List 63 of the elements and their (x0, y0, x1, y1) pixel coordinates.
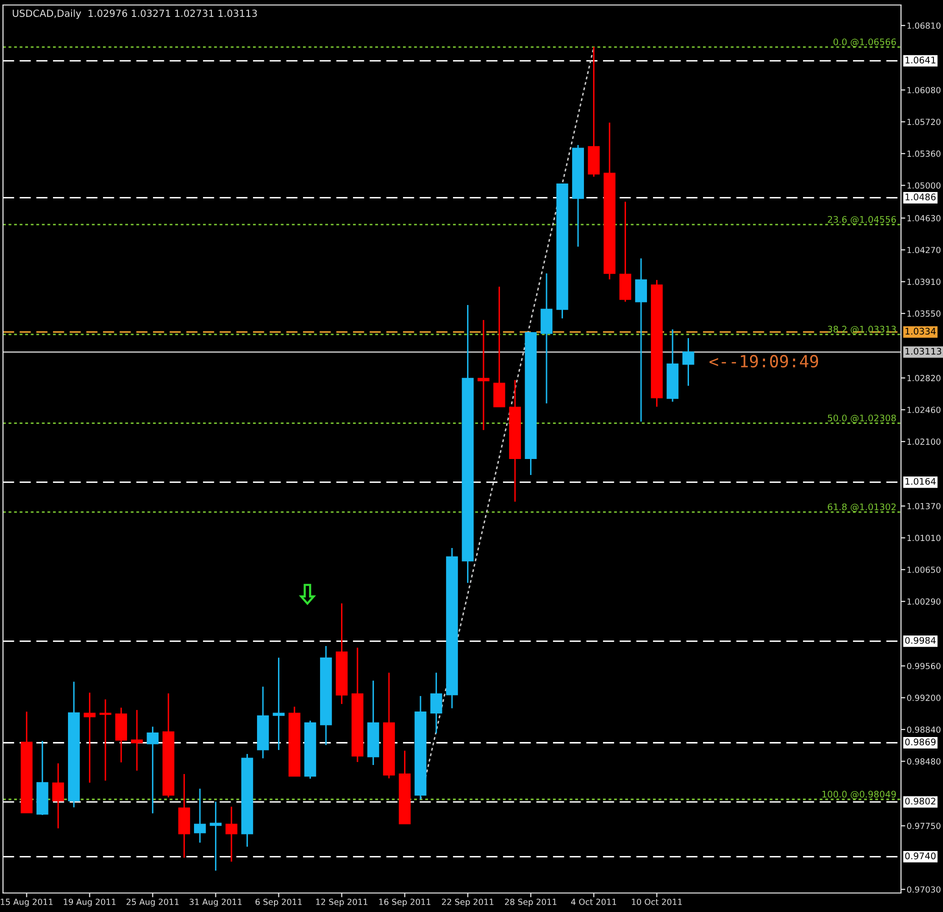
x-tick-label: 6 Sep 2011 (256, 898, 302, 907)
y-tick-label: 1.00290 (907, 598, 940, 605)
ref-line-label: 1.0334 (906, 328, 936, 335)
candlestick (226, 806, 238, 862)
x-tick-label: 19 Aug 2011 (64, 898, 116, 907)
y-tick-label: 1.01370 (907, 503, 940, 510)
y-tick-label: 1.04270 (907, 246, 940, 254)
y-tick-label: 1.01010 (907, 534, 940, 542)
y-tick-label: 0.97750 (907, 822, 940, 830)
ref-line-label: 0.9740 (905, 852, 936, 860)
candlestick (430, 672, 442, 734)
y-tick-label: 1.06810 (907, 22, 940, 29)
candlestick (84, 692, 96, 784)
candlestick (493, 286, 506, 408)
y-tick-label: 0.98840 (907, 726, 940, 733)
candlestick (682, 337, 694, 386)
y-tick-label: 0.99200 (907, 694, 940, 701)
ref-line-label: 23.6 @1.04556 (828, 216, 896, 224)
x-tick-label: 4 Oct 2011 (571, 898, 616, 906)
y-tick-label: 0.97030 (907, 886, 940, 893)
x-tick-label: 15 Aug 2011 (0, 898, 53, 907)
y-tick-label: 1.02820 (907, 374, 940, 382)
y-tick-label: 1.05360 (907, 150, 940, 157)
y-tick-label: 0.99560 (907, 662, 940, 670)
ref-line-label: 61.8 @1.01302 (828, 503, 896, 512)
y-tick-label: 1.03910 (907, 278, 940, 285)
ref-line-label: 1.03113 (906, 348, 942, 355)
ref-line-label: 1.0164 (906, 478, 936, 485)
ref-line-label: 50.0 @1.02308 (828, 414, 896, 423)
candlestick (146, 726, 159, 814)
y-tick-label: 1.02460 (907, 406, 940, 414)
y-tick-label: 1.03550 (907, 310, 940, 317)
ref-line-label: 1.0641 (906, 56, 936, 64)
ref-line-label: 0.9802 (905, 798, 936, 805)
candlestick (131, 709, 143, 772)
y-tick-label: 1.06080 (907, 86, 940, 94)
y-tick-label: 1.05000 (907, 182, 940, 189)
candlestick (99, 698, 112, 782)
candlestick (210, 800, 222, 872)
ref-line-label: 0.9984 (905, 636, 936, 644)
chart-title: USDCAD,Daily 1.02976 1.03271 1.02731 1.03113 (12, 9, 257, 19)
y-tick-label: 1.04630 (907, 215, 940, 222)
candlestick (194, 788, 206, 844)
annotation: <--19:09:49 (710, 354, 818, 368)
ref-line-label: 0.9869 (905, 738, 936, 746)
x-tick-label: 22 Sep 2011 (442, 898, 494, 907)
x-tick-label: 31 Aug 2011 (190, 898, 242, 907)
candlestick (478, 319, 490, 431)
y-tick-label: 0.98480 (907, 758, 940, 765)
x-tick-label: 25 Aug 2011 (126, 898, 179, 907)
candlestick (272, 656, 285, 751)
candlestick (52, 762, 64, 830)
x-tick-label: 12 Sep 2011 (316, 898, 368, 907)
y-tick-label: 1.00650 (907, 566, 940, 573)
x-tick-label: 16 Sep 2011 (379, 898, 430, 907)
y-tick-label: 1.05720 (907, 118, 940, 126)
candlestick (635, 258, 647, 422)
y-tick-label: 1.02100 (907, 438, 940, 445)
ref-line-label: 1.0486 (906, 194, 936, 200)
x-tick-label: 10 Oct 2011 (632, 898, 682, 906)
ref-line-label: 0.0 @1.06566 (834, 38, 896, 47)
ref-line-label: 100.0 @0.98049 (822, 790, 896, 800)
x-tick-label: 28 Sep 2011 (504, 898, 556, 907)
